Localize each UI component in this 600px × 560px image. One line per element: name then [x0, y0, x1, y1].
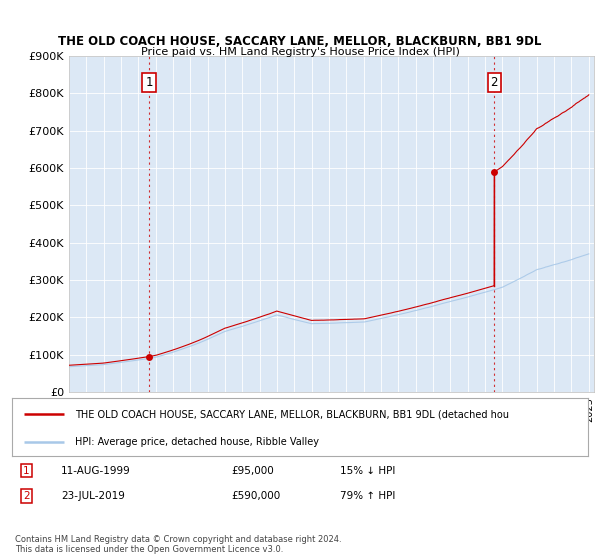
Text: 1: 1 [145, 76, 153, 88]
Text: 2: 2 [490, 76, 498, 88]
Text: 2: 2 [23, 491, 30, 501]
Text: 11-AUG-1999: 11-AUG-1999 [61, 465, 131, 475]
Text: £95,000: £95,000 [231, 465, 274, 475]
Text: Contains HM Land Registry data © Crown copyright and database right 2024.
This d: Contains HM Land Registry data © Crown c… [15, 535, 341, 554]
Text: THE OLD COACH HOUSE, SACCARY LANE, MELLOR, BLACKBURN, BB1 9DL: THE OLD COACH HOUSE, SACCARY LANE, MELLO… [58, 35, 542, 48]
Text: THE OLD COACH HOUSE, SACCARY LANE, MELLOR, BLACKBURN, BB1 9DL (detached hou: THE OLD COACH HOUSE, SACCARY LANE, MELLO… [76, 409, 509, 419]
Text: £590,000: £590,000 [231, 491, 280, 501]
Text: Price paid vs. HM Land Registry's House Price Index (HPI): Price paid vs. HM Land Registry's House … [140, 47, 460, 57]
Text: 1: 1 [23, 465, 30, 475]
Text: 15% ↓ HPI: 15% ↓ HPI [340, 465, 395, 475]
Text: 23-JUL-2019: 23-JUL-2019 [61, 491, 125, 501]
Text: 79% ↑ HPI: 79% ↑ HPI [340, 491, 395, 501]
Text: HPI: Average price, detached house, Ribble Valley: HPI: Average price, detached house, Ribb… [76, 437, 319, 447]
